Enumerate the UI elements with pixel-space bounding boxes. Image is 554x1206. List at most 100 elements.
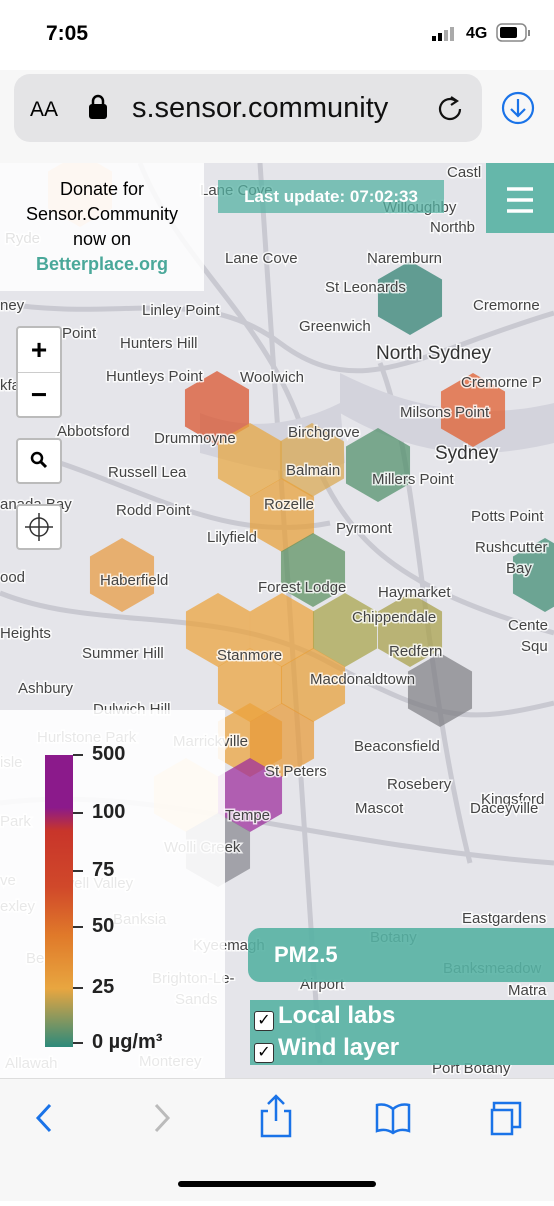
toggle-label: Local labs [278,1002,396,1029]
layer-toggles: ✓ Local labs ✓ Wind layer [250,1000,554,1065]
toggle-label: Wind layer [278,1034,400,1061]
sensor-hexagon [312,593,378,667]
legend-tick [73,987,83,989]
map-label: Cremorne [473,297,540,314]
text-size[interactable]: AA [30,98,59,121]
map-label: Heights [0,625,51,642]
toggle[interactable]: ✓ Local labs [254,1000,554,1032]
last-update: Last update: 07:02:33 [218,180,444,213]
sensor-hexagon [407,653,473,727]
map-label: Linley Point [142,302,220,319]
legend-tick [73,870,83,872]
sensor-hexagon [249,593,315,667]
forward-button[interactable] [154,1103,171,1133]
legend-tick [73,812,83,814]
map-label: Daceyville [470,800,538,817]
map-label: Redfern [389,643,442,660]
menu-button[interactable] [486,163,554,233]
map-label: Sydney [435,443,499,464]
map-label: Castl [447,164,481,181]
map-label: Rushcutter [475,539,548,556]
sensor-hexagon [249,478,315,552]
map-label: Chippendale [352,609,436,626]
map-label: Squ [521,638,548,655]
legend: 500 100 75 50 25 0 µg/m³ [0,710,225,1078]
network: 4G [466,25,488,42]
sensor-hexagon [217,758,283,832]
legend-label: 50 [92,915,115,937]
zoom-out[interactable]: − [30,379,48,410]
toggle[interactable]: ✓ Wind layer [254,1032,554,1064]
donate-line: now on [72,229,132,249]
map-label: ood [0,569,25,586]
donate-line: Sensor.Community [25,204,179,224]
sensor-hexagon [280,648,346,722]
map-label: Huntleys Point [106,368,204,385]
legend-color-bar [45,755,73,1047]
map-label: Eastgardens [462,910,546,927]
browser-toolbar [0,1078,554,1201]
map-label: Beaconsfield [354,738,440,755]
legend-label: 25 [92,976,115,998]
zoom-in[interactable]: + [18,328,60,373]
lock-icon [89,94,107,119]
search-button[interactable] [16,438,62,484]
map-label: Greenwich [299,318,371,335]
map-label: Naremburn [367,250,442,267]
sensor-hexagon [89,538,155,612]
browser-bar: AA s.sensor.community [0,70,554,163]
sensor-hexagon [217,648,283,722]
map-label: Summer Hill [82,645,164,662]
address-field[interactable]: AA s.sensor.community [14,74,482,142]
map-label: Tempe [225,807,270,824]
map-label: Abbotsford [57,423,130,440]
sensor-hexagon [217,423,283,497]
download-icon[interactable] [500,90,536,126]
url[interactable]: s.sensor.community [132,92,389,124]
sensor-hexagon [280,533,346,607]
donate-link[interactable]: Betterplace.org [35,254,169,274]
menu-icon [507,187,533,213]
map-label: St Leonards [325,279,406,296]
reload-icon[interactable] [436,94,464,122]
map-label: Stanmore [217,647,282,664]
map-label: Milsons Point [400,404,490,421]
sensor-hexagon [184,371,250,445]
donate-line: Donate for [59,179,145,199]
map-label: Cremorne P [461,374,542,391]
back-button[interactable] [35,1103,52,1133]
legend-tick [73,926,83,928]
legend-tick [73,1042,83,1044]
map-label: Forest Lodge [258,579,346,596]
share-button[interactable] [260,1094,292,1138]
map-label: ney [0,297,25,314]
map-label: Matra [508,982,547,999]
map-label: Macdonaldtown [310,671,415,688]
map-label: St Peters [265,763,327,780]
map-label: Bay [506,560,532,577]
locate-icon [25,513,53,541]
map-label: Rodd Point [116,502,191,519]
sensor-hexagon [279,423,345,497]
tabs-button[interactable] [490,1101,522,1136]
legend-label: 100 [92,801,126,823]
bookmarks-button[interactable] [375,1103,411,1135]
map-label: Haymarket [378,584,451,601]
locate-button[interactable] [16,504,62,550]
legend-label: 0 µg/m³ [92,1031,163,1053]
pollutant-selector[interactable]: PM2.5 [248,928,554,982]
map-label: Haberfield [100,572,168,589]
map-label: Mascot [355,800,404,817]
map-label: Millers Point [372,471,455,488]
donate-box: Donate for Sensor.Community now on Bette… [0,163,204,291]
map-label: Balmain [286,462,340,479]
legend-label: 500 [92,743,126,765]
sensor-hexagon [249,703,315,777]
sensor-hexagon [512,538,554,612]
sensor-hexagon [440,373,506,447]
map-label: Woolwich [240,369,304,386]
map-label: Drummoyne [154,430,236,447]
map-label: Kingsford [481,791,544,808]
status-bar: 7:05 4G [0,0,554,70]
